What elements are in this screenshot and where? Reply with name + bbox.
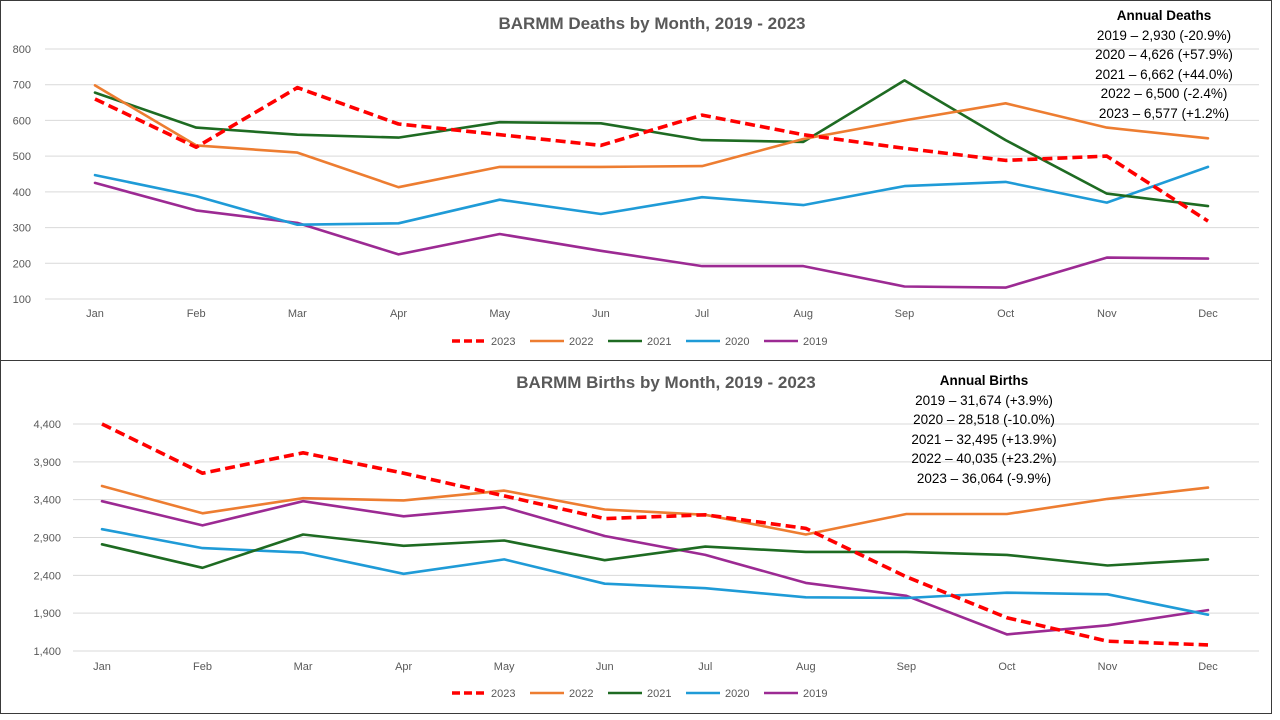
annual-deaths-heading: Annual Deaths [1116,8,1212,23]
births-y-tick-label: 2,900 [33,533,61,545]
births-legend-label: 2021 [647,688,671,700]
annual-deaths-line: 2020 – 4,626 (+57.9%) [1095,47,1233,62]
annual-births-line: 2020 – 28,518 (-10.0%) [913,412,1055,427]
deaths-legend-label: 2023 [491,336,515,348]
births-y-tick-label: 2,400 [33,570,61,582]
births-x-tick-label: Jun [596,661,614,673]
deaths-series-line-2019 [93,181,1210,289]
deaths-chart-title: BARMM Deaths by Month, 2019 - 2023 [498,14,805,33]
births-series-line-2019 [100,499,1210,636]
deaths-legend-item: 2019 [764,336,827,348]
annual-births-line: 2021 – 32,495 (+13.9%) [911,431,1057,447]
deaths-x-tick-label: Apr [390,308,407,320]
deaths-legend-label: 2021 [647,336,671,348]
deaths-series-line-2023 [94,85,1209,223]
births-legend-label: 2023 [491,688,515,700]
deaths-legend-label: 2022 [569,336,593,348]
births-y-tick-label: 3,400 [33,495,61,507]
births-chart-panel: BARMM Births by Month, 2019 - 2023 1,400 1… [0,360,1272,714]
annual-deaths-line: 2022 – 6,500 (-2.4%) [1100,86,1228,101]
births-x-tick-label: Feb [193,661,212,673]
deaths-x-tick-label: Aug [793,308,813,320]
births-legend-label: 2019 [803,688,827,700]
deaths-line-chart: BARMM Deaths by Month, 2019 - 2023 100 200… [13,14,1259,348]
births-series-line-2020 [100,527,1210,616]
annual-deaths-line: 2019 – 2,930 (-20.9%) [1096,27,1232,43]
deaths-y-tick-label: 500 [13,151,31,163]
births-y-tick-label: 3,900 [33,457,61,469]
annual-births-heading: Annual Births [939,373,1029,388]
births-x-tick-label: Mar [294,661,313,673]
births-x-tick-label: Oct [998,661,1015,673]
deaths-x-tick-label: Nov [1097,308,1117,320]
deaths-x-tick-label: Sep [895,308,915,320]
deaths-y-tick-label: 600 [13,115,31,127]
births-y-tick-label: 1,900 [33,608,61,620]
births-x-tick-label: Nov [1098,661,1118,673]
births-x-tick-label: Apr [395,661,412,673]
annual-births-line: 2023 – 36,064 (-9.9%) [916,470,1052,486]
births-legend-item: 2021 [608,688,671,700]
deaths-series-line-2022 [93,84,1210,189]
deaths-legend-item: 2023 [452,336,515,348]
births-series-line-2023 [101,422,1209,647]
births-x-tick-label: May [494,661,515,673]
annual-births-line: 2019 – 31,674 (+3.9%) [915,392,1053,408]
births-legend-item: 2020 [686,688,749,700]
births-x-tick-label: Jan [93,661,111,673]
deaths-y-tick-label: 400 [13,187,31,199]
births-legend-item: 2019 [764,688,827,700]
births-legend-item: 2022 [530,688,593,700]
annual-deaths-line: 2021 – 6,662 (+44.0%) [1095,66,1233,82]
annual-deaths-annotation: Annual Deaths 2019 – 2,930 (-20.9%) 2020… [1079,6,1249,123]
deaths-legend-label: 2020 [725,336,749,348]
deaths-legend-label: 2019 [803,336,827,348]
births-line-chart: BARMM Births by Month, 2019 - 2023 1,400 1… [33,373,1259,700]
annual-deaths-line: 2023 – 6,577 (+1.2%) [1098,105,1230,121]
births-series-line-2022 [100,484,1210,536]
births-legend-item: 2023 [452,688,515,700]
deaths-legend-item: 2022 [530,336,593,348]
deaths-series-line-2020 [93,165,1210,226]
deaths-chart-panel: BARMM Deaths by Month, 2019 - 2023 100 200… [0,0,1272,361]
deaths-y-tick-label: 200 [13,258,31,270]
annual-births-annotation: Annual Births 2019 – 31,674 (+3.9%) 2020… [899,371,1069,488]
deaths-x-tick-label: Dec [1198,308,1218,320]
deaths-y-tick-label: 100 [13,294,31,306]
births-x-tick-label: Sep [897,661,917,673]
births-legend-label: 2020 [725,688,749,700]
births-y-tick-label: 4,400 [33,419,61,431]
births-chart-title: BARMM Births by Month, 2019 - 2023 [516,373,815,392]
births-x-tick-label: Aug [796,661,816,673]
deaths-x-tick-label: Jun [592,308,610,320]
births-x-tick-label: Jul [698,661,712,673]
deaths-x-tick-label: Jan [86,308,104,320]
deaths-y-tick-label: 300 [13,223,31,235]
annual-births-line: 2022 – 40,035 (+23.2%) [911,451,1057,466]
deaths-legend-item: 2021 [608,336,671,348]
deaths-y-tick-label: 800 [13,44,31,56]
deaths-x-tick-label: Feb [187,308,206,320]
deaths-legend-item: 2020 [686,336,749,348]
births-y-tick-label: 1,400 [33,646,61,658]
deaths-y-tick-label: 700 [13,80,31,92]
deaths-x-tick-label: Jul [695,308,709,320]
births-legend-label: 2022 [569,688,593,700]
deaths-x-tick-label: Oct [997,308,1014,320]
deaths-x-tick-label: May [489,308,510,320]
deaths-x-tick-label: Mar [288,308,307,320]
deaths-series-line-2021 [93,79,1210,208]
births-x-tick-label: Dec [1198,661,1218,673]
births-series-line-2021 [100,533,1210,570]
